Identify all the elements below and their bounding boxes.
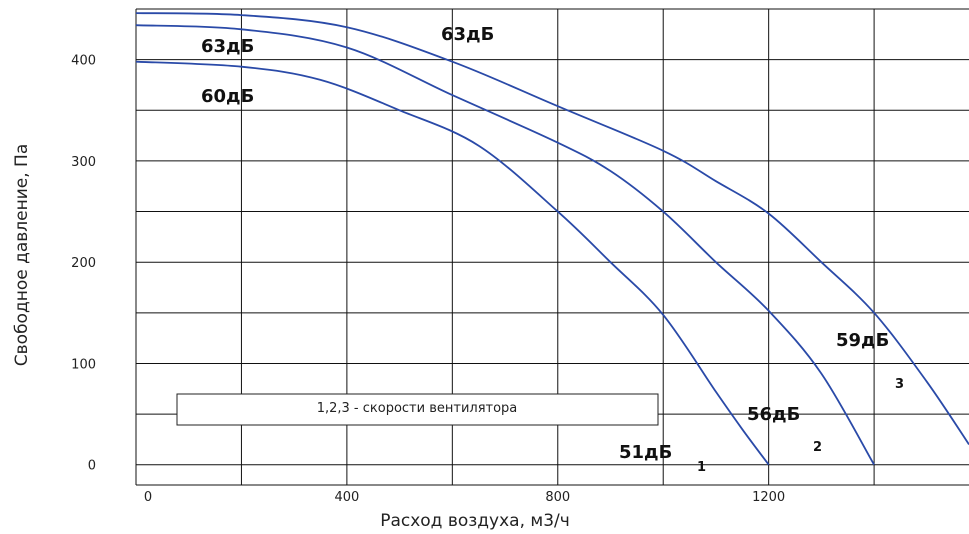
legend-box: 1,2,3 - скорости вентилятора xyxy=(176,393,659,426)
y-axis-title: Свободное давление, Па xyxy=(12,144,32,366)
speed-number-labels: 1 2 3 xyxy=(697,377,904,475)
tick-labels: 0 400 800 1200 0 100 200 300 400 xyxy=(71,54,785,505)
axes xyxy=(135,9,969,486)
legend-box-frame xyxy=(176,393,659,426)
legend-box-text: 1,2,3 - скорости вентилятора xyxy=(317,401,518,416)
x-axis-title: Расход воздуха, м3/ч xyxy=(380,511,570,531)
sound-label-left: 60дБ xyxy=(201,86,254,107)
sound-label-top-left: 63дБ xyxy=(201,36,254,57)
x-tick-label: 400 xyxy=(334,490,359,505)
series-group xyxy=(135,12,969,466)
x-tick-label: 800 xyxy=(545,490,570,505)
sound-label-speed-3: 59дБ xyxy=(836,330,889,351)
y-tick-label: 100 xyxy=(71,357,96,372)
speed-number-1: 1 xyxy=(697,460,706,475)
grid xyxy=(136,8,969,485)
speed-number-2: 2 xyxy=(813,440,822,455)
x-tick-label: 0 xyxy=(144,490,152,505)
sound-label-speed-1: 51дБ xyxy=(619,442,672,463)
speed-number-3: 3 xyxy=(895,377,904,392)
sound-label-speed-2: 56дБ xyxy=(747,404,800,425)
y-tick-label: 400 xyxy=(71,54,96,69)
sound-level-labels: 63дБ 63дБ 60дБ 51дБ 56дБ 59дБ xyxy=(201,24,889,463)
series-line-speed-2 xyxy=(135,24,875,466)
series-line-speed-1 xyxy=(135,60,770,466)
series-line-speed-3 xyxy=(135,12,969,445)
y-tick-label: 300 xyxy=(71,155,96,170)
y-tick-label: 200 xyxy=(71,256,96,271)
sound-label-top-center: 63дБ xyxy=(441,24,494,45)
x-tick-label: 1200 xyxy=(752,490,785,505)
y-tick-label: 0 xyxy=(88,459,96,474)
